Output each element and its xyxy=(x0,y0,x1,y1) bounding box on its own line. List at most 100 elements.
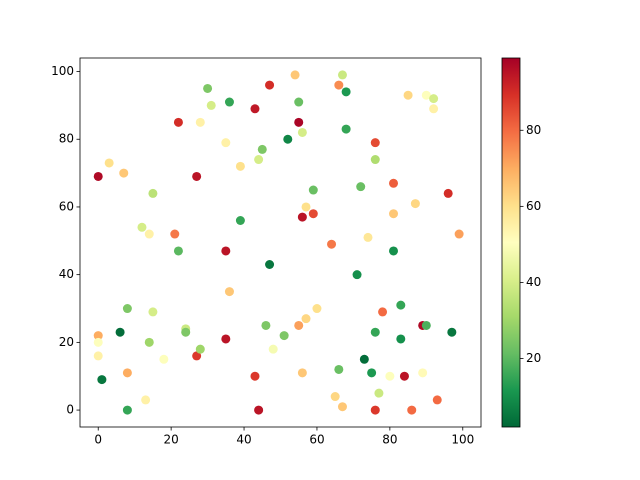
point xyxy=(254,405,264,415)
point xyxy=(93,351,103,361)
point xyxy=(221,246,231,256)
colorbar-tick-label: 80 xyxy=(526,123,541,137)
point xyxy=(115,327,125,337)
point xyxy=(141,395,151,405)
point xyxy=(359,354,369,364)
point xyxy=(224,287,234,297)
point xyxy=(144,229,154,239)
point xyxy=(399,371,409,381)
point xyxy=(206,100,216,110)
point xyxy=(385,371,395,381)
point xyxy=(203,83,213,93)
point xyxy=(418,368,428,378)
point xyxy=(341,87,351,97)
point xyxy=(432,395,442,405)
point xyxy=(294,320,304,330)
point xyxy=(170,229,180,239)
point xyxy=(265,260,275,270)
point xyxy=(363,232,373,242)
point xyxy=(119,168,129,178)
point xyxy=(159,354,169,364)
point xyxy=(447,327,457,337)
x-tick-label: 60 xyxy=(309,433,324,447)
point xyxy=(396,300,406,310)
point xyxy=(334,80,344,90)
x-tick-label: 0 xyxy=(94,433,102,447)
point xyxy=(370,138,380,148)
point xyxy=(250,371,260,381)
point xyxy=(195,344,205,354)
y-tick-label: 60 xyxy=(59,199,74,213)
colorbar-tick-label: 20 xyxy=(526,351,541,365)
point xyxy=(235,161,245,171)
point xyxy=(224,97,234,107)
point xyxy=(378,307,388,317)
point xyxy=(410,199,420,209)
y-tick-label: 100 xyxy=(51,64,74,78)
point xyxy=(148,307,158,317)
point xyxy=(341,124,351,134)
point xyxy=(356,182,366,192)
point xyxy=(137,222,147,232)
point xyxy=(265,80,275,90)
point xyxy=(254,155,264,165)
point xyxy=(308,209,318,219)
colorbar xyxy=(501,57,521,428)
y-tick-label: 20 xyxy=(59,335,74,349)
point xyxy=(429,104,439,114)
point xyxy=(407,405,417,415)
colorbar-tick-label: 60 xyxy=(526,199,541,213)
point xyxy=(337,70,347,80)
point xyxy=(261,320,271,330)
point xyxy=(122,405,132,415)
point xyxy=(148,188,158,198)
point xyxy=(294,97,304,107)
point xyxy=(257,144,267,154)
point xyxy=(389,209,399,219)
point xyxy=(268,344,278,354)
point xyxy=(337,402,347,412)
x-tick-label: 40 xyxy=(236,433,251,447)
point xyxy=(283,134,293,144)
point xyxy=(301,202,311,212)
point xyxy=(421,320,431,330)
point xyxy=(330,392,340,402)
y-tick-label: 80 xyxy=(59,132,74,146)
point xyxy=(370,327,380,337)
point xyxy=(297,127,307,137)
point xyxy=(122,304,132,314)
point xyxy=(327,239,337,249)
point xyxy=(374,388,384,398)
point xyxy=(122,368,132,378)
point xyxy=(367,368,377,378)
point xyxy=(403,90,413,100)
point xyxy=(279,331,289,341)
point xyxy=(297,212,307,222)
point xyxy=(301,314,311,324)
point xyxy=(421,90,431,100)
point xyxy=(192,171,202,181)
point xyxy=(93,171,103,181)
x-tick-label: 80 xyxy=(382,433,397,447)
point xyxy=(235,215,245,225)
point xyxy=(443,188,453,198)
point xyxy=(144,337,154,347)
point xyxy=(429,94,439,104)
point xyxy=(104,158,114,168)
point xyxy=(370,155,380,165)
colorbar-tick-label: 40 xyxy=(526,275,541,289)
point xyxy=(173,246,183,256)
point xyxy=(297,368,307,378)
point xyxy=(389,246,399,256)
point xyxy=(352,270,362,280)
point xyxy=(221,138,231,148)
point xyxy=(308,185,318,195)
point xyxy=(192,351,202,361)
point xyxy=(195,117,205,127)
y-tick-label: 0 xyxy=(66,403,74,417)
point xyxy=(93,331,103,341)
point xyxy=(396,334,406,344)
point xyxy=(370,405,380,415)
